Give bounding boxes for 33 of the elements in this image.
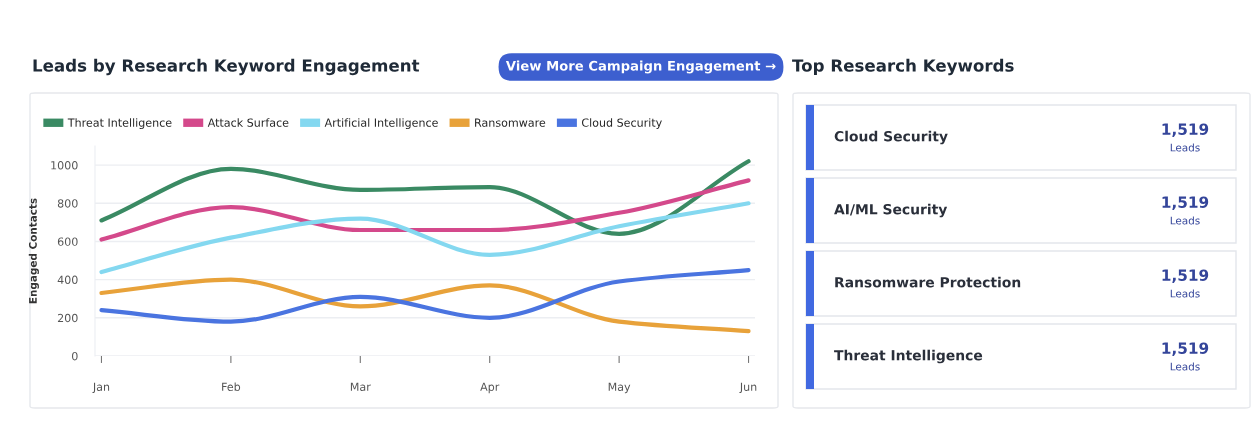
x-tick-label: Feb (222, 382, 241, 391)
y-tick-label: 400 (57, 275, 78, 285)
text: 1,519 (1162, 342, 1209, 356)
x-tick-label: Jun (739, 382, 757, 394)
legend-label: Cloud Security (581, 118, 662, 129)
text: 1,519 (1162, 123, 1209, 137)
text: Leads (1170, 216, 1200, 225)
text: 1,519 (1162, 196, 1209, 210)
y-axis-title: Engaged Contacts (28, 198, 39, 304)
x-tick-label: Mar (350, 382, 371, 391)
text: Leads (1170, 289, 1200, 298)
legend-label: Threat Intelligence (67, 118, 172, 129)
y-tick-label: 600 (57, 237, 78, 246)
text: View More Campaign Engagement → (505, 60, 776, 74)
x-tick-label: May (608, 382, 631, 394)
legend-label: Ransomware (475, 118, 546, 127)
text: Leads (1170, 143, 1200, 152)
legend-label: Artificial Intelligence (324, 118, 438, 129)
chart-title: Leads by Research Keyword Engagement (33, 58, 420, 76)
y-tick-label: 200 (57, 313, 78, 323)
category-label: AI/ML Security (834, 203, 948, 218)
legend-label: Attack Surface (207, 118, 289, 127)
category-label: Ransomware Protection (835, 276, 1021, 288)
category-label: Cloud Security (834, 130, 948, 145)
category-label: Threat Intelligence (834, 349, 983, 364)
y-tick-label: 800 (57, 199, 78, 208)
x-tick-label: Apr (480, 382, 500, 394)
text: 1,519 (1162, 269, 1209, 283)
y-tick-label: 0 (72, 351, 78, 361)
text: Leads (1170, 362, 1200, 371)
y-tick-label: 1000 (51, 161, 78, 170)
x-tick-label: Jan (92, 382, 110, 394)
text: Top Research Keywords (792, 58, 1014, 76)
